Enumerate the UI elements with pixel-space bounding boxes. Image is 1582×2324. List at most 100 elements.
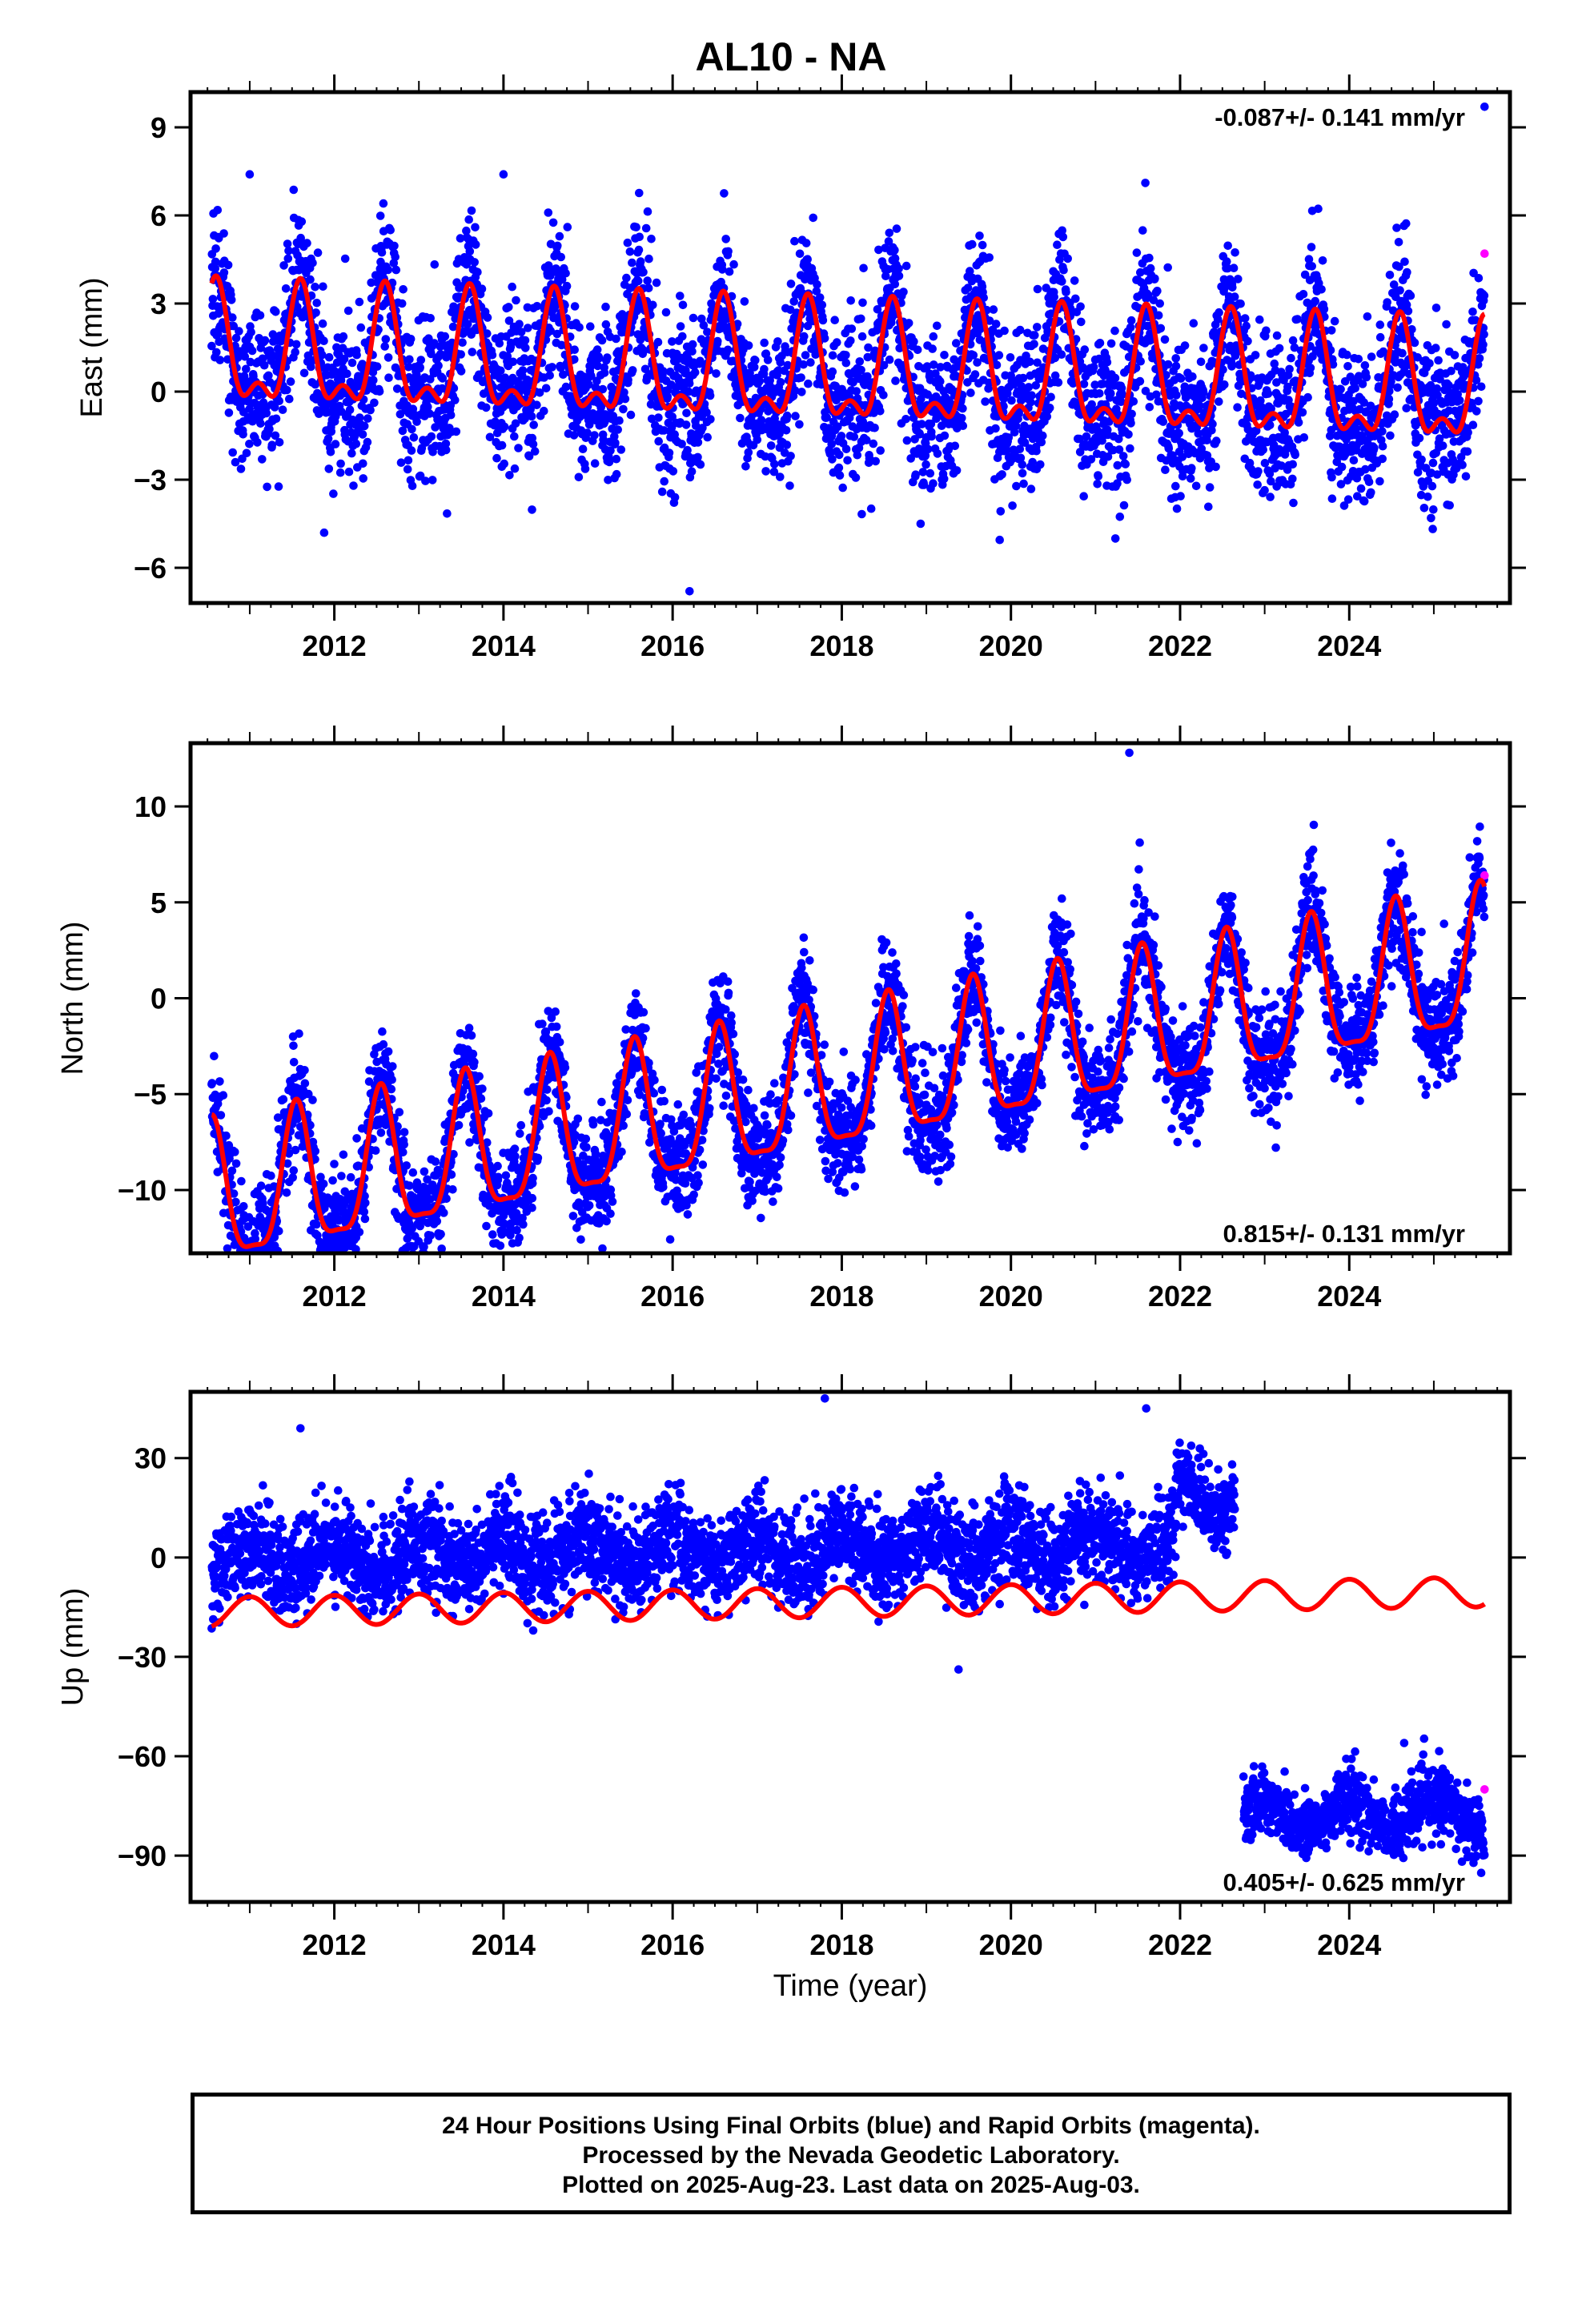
data-point	[281, 284, 291, 293]
data-point	[404, 362, 413, 372]
data-point	[405, 355, 414, 364]
data-point	[936, 376, 945, 386]
data-point	[1156, 324, 1166, 333]
data-point	[1019, 479, 1028, 489]
data-point	[862, 436, 871, 444]
data-point	[228, 313, 237, 322]
data-point	[975, 231, 984, 240]
data-point	[1093, 480, 1102, 489]
data-point	[271, 414, 281, 424]
data-point	[1367, 352, 1376, 361]
data-point	[1419, 504, 1429, 513]
data-point	[985, 253, 994, 262]
data-point	[271, 308, 280, 316]
data-point	[1429, 398, 1439, 408]
data-point	[1317, 285, 1326, 294]
data-point	[846, 336, 855, 345]
data-point	[247, 1317, 256, 1326]
data-point	[516, 328, 526, 336]
data-point	[653, 337, 663, 347]
data-point	[1176, 374, 1186, 383]
data-point	[933, 449, 942, 458]
data-point	[683, 445, 692, 455]
data-point	[776, 358, 785, 367]
data-point	[1117, 384, 1126, 392]
data-point	[1230, 292, 1239, 301]
data-point	[311, 308, 320, 317]
data-point	[1288, 460, 1297, 469]
data-point	[1306, 364, 1315, 372]
data-point	[524, 324, 532, 332]
data-point	[235, 327, 243, 336]
data-point	[370, 398, 379, 408]
data-point	[1136, 356, 1145, 366]
data-point	[278, 405, 287, 414]
data-point	[901, 261, 911, 271]
data-point	[441, 445, 451, 455]
data-point	[271, 352, 280, 360]
data-point	[1031, 381, 1041, 390]
data-point	[721, 235, 730, 243]
data-point	[270, 403, 279, 412]
data-point	[284, 1149, 294, 1158]
data-point	[207, 1079, 217, 1088]
data-point	[1290, 343, 1299, 352]
data-point	[624, 376, 632, 384]
data-point	[929, 332, 938, 341]
data-point	[580, 464, 590, 473]
data-point	[1294, 418, 1303, 427]
data-point	[242, 364, 251, 374]
data-point	[1076, 302, 1085, 312]
data-point	[702, 408, 711, 417]
y-tick-label: 6	[151, 199, 167, 232]
data-point	[339, 1150, 348, 1160]
data-point	[267, 440, 277, 449]
data-point	[403, 464, 412, 474]
data-point	[885, 228, 894, 238]
data-point	[1038, 431, 1047, 440]
data-point	[1444, 381, 1453, 390]
data-point	[267, 1261, 275, 1269]
data-point	[499, 170, 508, 179]
data-point	[323, 434, 333, 444]
data-point	[1016, 453, 1026, 463]
data-point	[970, 370, 980, 379]
data-point	[343, 1271, 352, 1280]
data-point	[219, 1091, 228, 1100]
data-point	[669, 467, 678, 476]
data-point	[657, 487, 667, 497]
data-point	[1172, 391, 1181, 400]
data-point	[644, 283, 653, 293]
east-panel: 2012 2014 2016 2018 2020 2022 2024−6−30369East…	[75, 74, 1526, 662]
data-point	[528, 440, 538, 448]
data-point	[600, 368, 609, 377]
data-point	[1141, 179, 1150, 187]
data-point	[1260, 485, 1269, 495]
north-panel: 2012 2014 2016 2018 2020 2022 2024−10−50510Nor…	[56, 726, 1526, 1326]
data-point	[698, 424, 707, 432]
data-point	[843, 456, 852, 465]
data-point	[604, 457, 614, 467]
data-point	[1464, 428, 1472, 437]
data-point	[969, 351, 978, 360]
data-point	[610, 432, 619, 441]
data-point	[219, 229, 228, 238]
data-point	[236, 464, 246, 473]
data-point	[1199, 388, 1208, 397]
data-point	[751, 356, 760, 365]
data-point	[358, 430, 367, 439]
data-point	[874, 245, 883, 255]
data-point	[231, 333, 241, 343]
data-point	[681, 420, 691, 429]
data-point	[1168, 451, 1177, 460]
data-point	[1360, 361, 1370, 370]
data-point	[1236, 300, 1245, 308]
data-point	[643, 207, 652, 216]
data-point	[212, 348, 221, 357]
data-point	[1415, 433, 1424, 443]
data-point	[548, 218, 558, 227]
data-point	[470, 258, 479, 267]
data-point	[495, 339, 504, 348]
data-point	[263, 482, 271, 492]
data-point	[1352, 473, 1362, 483]
